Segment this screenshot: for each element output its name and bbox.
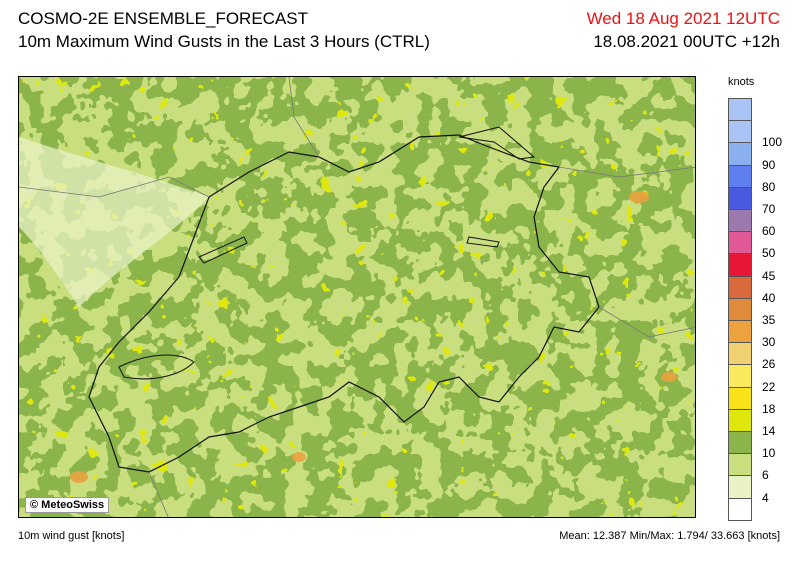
legend-swatch	[728, 209, 752, 233]
legend-swatch	[728, 364, 752, 388]
legend-label: 14	[762, 424, 776, 438]
legend-label: 70	[762, 202, 776, 216]
wind-gust-map[interactable]: © MeteoSwiss	[18, 76, 696, 518]
legend-swatch	[728, 320, 752, 344]
run-info: 18.08.2021 00UTC +12h	[593, 32, 780, 51]
legend-unit: knots	[728, 76, 755, 88]
legend-swatch	[728, 98, 752, 122]
footer-variable: 10m wind gust [knots]	[18, 530, 125, 542]
legend-label: 26	[762, 357, 776, 372]
legend-swatch	[728, 164, 752, 188]
legend-label: 80	[762, 179, 776, 194]
legend-swatch	[728, 453, 752, 477]
footer-stats: Mean: 12.387 Min/Max: 1.794/ 33.663 [kno…	[559, 530, 780, 542]
legend-label: 18	[762, 401, 776, 416]
legend-label: 90	[762, 157, 776, 172]
legend-label: 6	[762, 468, 769, 483]
legend-label: 4	[762, 490, 769, 505]
legend-swatch	[728, 497, 752, 521]
legend-swatch	[728, 142, 752, 166]
legend-label: 45	[762, 268, 776, 283]
title-line-1: COSMO-2E ENSEMBLE_FORECAST	[18, 9, 309, 28]
legend-label: 10	[762, 446, 776, 461]
legend-swatch	[728, 120, 752, 144]
title-line-2: 10m Maximum Wind Gusts in the Last 3 Hou…	[18, 32, 430, 51]
legend-swatch	[728, 297, 752, 321]
legend-label: 30	[762, 335, 776, 350]
copyright-label: © MeteoSwiss	[25, 497, 110, 513]
legend-label: 40	[762, 290, 776, 305]
legend-swatch	[728, 231, 752, 255]
legend-label: 22	[762, 379, 776, 394]
legend-swatch	[728, 475, 752, 499]
map-canvas	[19, 77, 695, 517]
valid-date: Wed 18 Aug 2021 12UTC	[586, 9, 780, 28]
legend-swatch	[728, 386, 752, 410]
legend-swatch	[728, 431, 752, 455]
legend-swatch	[728, 342, 752, 366]
legend-swatch	[728, 253, 752, 277]
legend-label: 60	[762, 224, 776, 239]
country-border	[88, 134, 600, 473]
legend-swatch	[728, 275, 752, 299]
legend-label: 35	[762, 313, 776, 327]
legend-swatch	[728, 408, 752, 432]
legend-label: 100	[762, 135, 783, 150]
legend-swatch	[728, 186, 752, 210]
legend-label: 50	[762, 246, 776, 261]
